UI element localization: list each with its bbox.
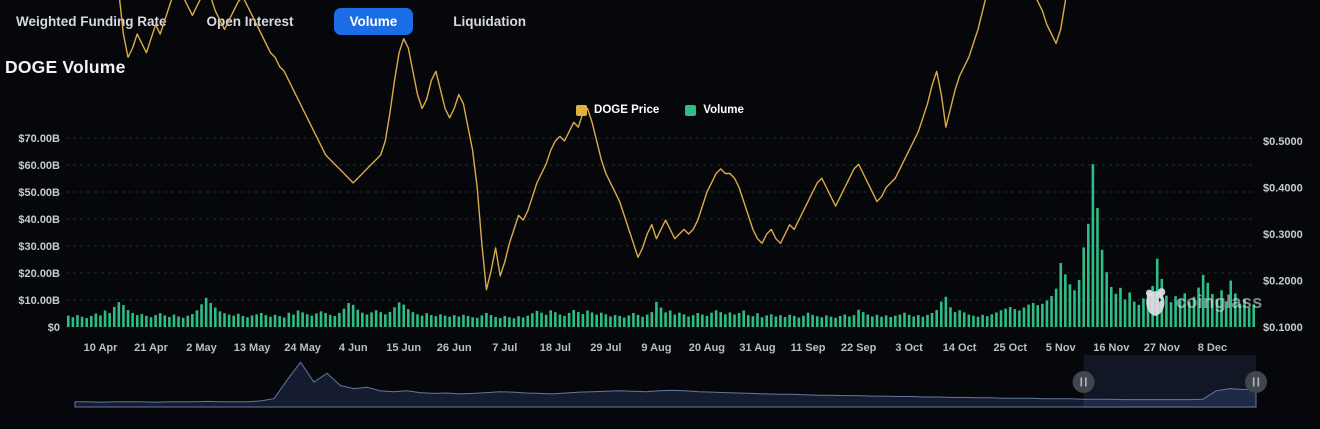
volume-bars-series: [67, 164, 1255, 327]
x-axis-label: 3 Oct: [895, 342, 923, 354]
page-title: DOGE Volume: [5, 57, 126, 77]
navigator-handle-left[interactable]: [1072, 371, 1095, 393]
tab-weighted-funding-rate[interactable]: Weighted Funding Rate: [16, 14, 167, 29]
x-axis-label: 9 Aug: [641, 342, 671, 354]
right-axis-label: $0.4000: [1263, 182, 1303, 194]
x-axis-label: 29 Jul: [590, 342, 621, 354]
x-axis-label: 27 Nov: [1144, 342, 1181, 354]
legend-swatch: [576, 104, 588, 116]
tab-bar: Weighted Funding Rate Open Interest Volume…: [16, 7, 526, 36]
x-axis-label: 4 Jun: [339, 342, 368, 354]
gridlines: [66, 137, 1256, 328]
x-axis: 10 Apr 21 Apr 2 May 13 May 24 May 4 Jun 15 Jun…: [84, 342, 1227, 354]
left-axis-label: $20.00B: [18, 268, 60, 280]
x-axis-label: 20 Aug: [689, 342, 725, 354]
navigator-selection[interactable]: [1083, 355, 1256, 408]
left-axis-label: $50.00B: [18, 187, 60, 199]
x-axis-label: 14 Oct: [943, 342, 977, 354]
x-axis-label: 24 May: [284, 342, 322, 354]
x-axis-label: 11 Sep: [791, 342, 826, 354]
navigator[interactable]: [74, 355, 1267, 408]
right-axis-label: $0.1000: [1263, 322, 1303, 334]
tab-liquidation[interactable]: Liquidation: [453, 14, 527, 29]
x-axis-label: 25 Oct: [993, 342, 1027, 354]
right-axis-label: $0.5000: [1263, 136, 1303, 148]
left-axis-label: $40.00B: [18, 214, 60, 226]
left-axis-label: $70.00B: [18, 133, 60, 145]
x-axis-label: 5 Nov: [1046, 342, 1077, 354]
x-axis-label: 15 Jun: [386, 342, 421, 354]
x-axis-label: 16 Nov: [1093, 342, 1130, 354]
x-axis-label: 21 Apr: [134, 342, 169, 354]
x-axis-label: 18 Jul: [540, 342, 571, 354]
right-axis-label: $0.2000: [1263, 275, 1303, 287]
left-axis-label: $0: [48, 322, 60, 334]
x-axis-label: 2 May: [186, 342, 217, 354]
navigator-handle-right[interactable]: [1245, 371, 1267, 393]
x-axis-label: 10 Apr: [84, 342, 119, 354]
left-axis: $70.00B $60.00B $50.00B $40.00B $30.00B $20.0…: [18, 133, 60, 334]
x-axis-label: 26 Jun: [437, 342, 472, 354]
right-axis: $0.5000 $0.4000 $0.3000 $0.2000 $0.1000: [1263, 136, 1303, 334]
navigator-area: [74, 361, 1257, 408]
x-axis-label: 8 Dec: [1198, 342, 1227, 354]
right-axis-label: $0.3000: [1263, 229, 1303, 241]
left-axis-label: $30.00B: [18, 241, 60, 253]
legend-label: DOGE Price: [594, 104, 660, 116]
tab-volume[interactable]: Volume: [333, 8, 414, 35]
legend-swatch: [685, 104, 697, 116]
legend-item-doge-price[interactable]: DOGE Price: [576, 104, 659, 116]
tab-open-interest[interactable]: Open Interest: [206, 14, 294, 29]
price-line-series: [118, 0, 1067, 291]
x-axis-label: 13 May: [234, 342, 272, 354]
x-axis-label: 31 Aug: [739, 342, 775, 354]
left-axis-label: $60.00B: [18, 160, 60, 172]
x-axis-label: 22 Sep: [841, 342, 877, 354]
left-axis-label: $10.00B: [18, 295, 60, 307]
x-axis-label: 7 Jul: [492, 342, 517, 354]
chart-legend: DOGE Price Volume: [0, 104, 1320, 116]
legend-item-volume[interactable]: Volume: [685, 104, 744, 116]
legend-label: Volume: [703, 104, 744, 116]
